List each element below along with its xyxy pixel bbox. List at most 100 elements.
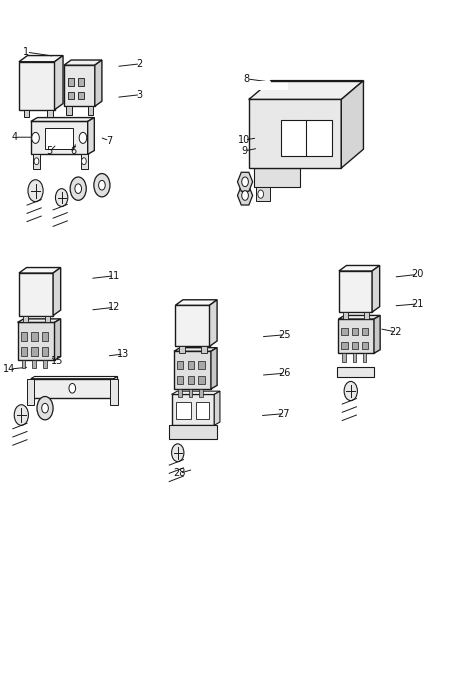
- Bar: [31, 347, 37, 355]
- Text: 14: 14: [3, 364, 16, 374]
- Circle shape: [32, 132, 39, 143]
- Polygon shape: [19, 273, 53, 316]
- Polygon shape: [211, 348, 217, 389]
- Bar: [341, 342, 347, 349]
- Polygon shape: [374, 316, 380, 353]
- Bar: [33, 154, 40, 169]
- Circle shape: [75, 184, 82, 193]
- Bar: [198, 376, 205, 384]
- Text: 13: 13: [117, 349, 129, 359]
- Circle shape: [82, 158, 86, 165]
- Bar: [88, 106, 93, 115]
- Text: 28: 28: [173, 469, 185, 478]
- Circle shape: [55, 189, 68, 206]
- Text: 15: 15: [51, 356, 63, 366]
- Text: 27: 27: [277, 409, 290, 418]
- Bar: [43, 360, 46, 368]
- Bar: [176, 402, 191, 419]
- Bar: [352, 328, 358, 335]
- Polygon shape: [31, 379, 114, 398]
- Circle shape: [242, 177, 248, 187]
- Polygon shape: [174, 348, 217, 351]
- Polygon shape: [339, 265, 380, 271]
- Bar: [363, 353, 366, 362]
- Polygon shape: [19, 56, 63, 62]
- Bar: [22, 360, 26, 368]
- Polygon shape: [55, 56, 63, 110]
- Bar: [362, 328, 368, 335]
- Bar: [352, 342, 358, 349]
- Polygon shape: [19, 268, 61, 273]
- Bar: [201, 346, 207, 353]
- Circle shape: [42, 403, 48, 413]
- Circle shape: [69, 383, 75, 393]
- Polygon shape: [114, 377, 118, 398]
- Text: 9: 9: [241, 146, 247, 156]
- Text: 20: 20: [411, 270, 423, 279]
- Text: 4: 4: [11, 132, 17, 142]
- Text: 12: 12: [108, 303, 120, 312]
- Bar: [23, 316, 28, 322]
- Polygon shape: [372, 265, 380, 312]
- Text: 25: 25: [278, 330, 291, 340]
- Bar: [27, 379, 34, 405]
- Bar: [364, 312, 369, 319]
- Circle shape: [258, 190, 264, 198]
- Polygon shape: [31, 117, 94, 121]
- Bar: [68, 92, 74, 99]
- Bar: [337, 367, 374, 377]
- Bar: [68, 78, 74, 86]
- Text: 1: 1: [23, 47, 29, 57]
- Text: 21: 21: [411, 299, 423, 309]
- Text: 10: 10: [238, 135, 250, 145]
- Bar: [42, 332, 48, 340]
- Polygon shape: [55, 319, 61, 360]
- Polygon shape: [172, 394, 214, 425]
- Polygon shape: [95, 60, 102, 106]
- Polygon shape: [338, 319, 374, 353]
- Bar: [24, 110, 29, 117]
- Bar: [343, 353, 346, 362]
- Bar: [31, 332, 37, 340]
- Polygon shape: [88, 117, 94, 154]
- Circle shape: [28, 180, 43, 202]
- Text: 22: 22: [390, 327, 402, 337]
- Bar: [198, 361, 205, 369]
- Polygon shape: [249, 99, 341, 168]
- Text: 2: 2: [137, 59, 143, 69]
- Bar: [179, 346, 185, 353]
- Polygon shape: [172, 391, 220, 394]
- Bar: [42, 347, 48, 355]
- Bar: [343, 312, 348, 319]
- Bar: [66, 106, 72, 115]
- Circle shape: [344, 381, 357, 401]
- Bar: [178, 389, 182, 397]
- Polygon shape: [64, 65, 95, 106]
- Bar: [21, 347, 27, 355]
- Bar: [281, 120, 307, 156]
- Polygon shape: [249, 81, 288, 90]
- Polygon shape: [210, 300, 217, 346]
- Polygon shape: [31, 121, 88, 154]
- Polygon shape: [19, 62, 55, 110]
- Circle shape: [14, 405, 28, 425]
- Polygon shape: [254, 168, 300, 187]
- Bar: [256, 187, 270, 201]
- Circle shape: [37, 397, 53, 420]
- Circle shape: [94, 174, 110, 197]
- Bar: [45, 316, 50, 322]
- Polygon shape: [174, 351, 211, 389]
- Polygon shape: [214, 391, 220, 425]
- Polygon shape: [341, 81, 364, 168]
- Bar: [177, 376, 183, 384]
- Polygon shape: [31, 377, 118, 379]
- Polygon shape: [169, 425, 217, 439]
- Bar: [306, 120, 332, 156]
- Bar: [188, 376, 194, 384]
- Polygon shape: [175, 300, 217, 305]
- Circle shape: [70, 177, 86, 200]
- Text: 6: 6: [71, 146, 76, 156]
- Text: 11: 11: [108, 271, 120, 281]
- Polygon shape: [53, 268, 61, 316]
- Polygon shape: [18, 319, 61, 322]
